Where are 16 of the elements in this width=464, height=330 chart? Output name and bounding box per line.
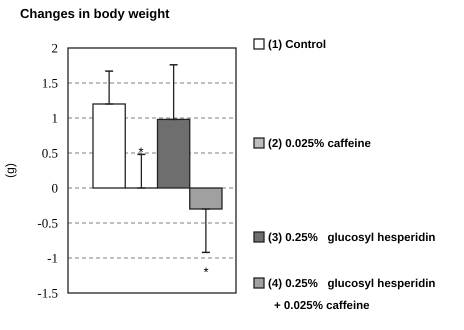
legend-label: (3) 0.25% glucosyl hesperidin bbox=[268, 232, 436, 244]
y-tick-label: -1.5 bbox=[37, 286, 58, 301]
y-tick-label: 1 bbox=[52, 110, 58, 126]
y-tick-label: 0 bbox=[52, 180, 58, 196]
y-tick-label: -0.5 bbox=[37, 216, 58, 231]
legend-label: (4) 0.25% glucosyl hesperidin + 0.025% caffeine bbox=[268, 278, 436, 312]
y-axis-title: (g) bbox=[3, 163, 17, 178]
y-tick-label: 0.5 bbox=[42, 146, 58, 161]
y-tick-label: -1 bbox=[47, 250, 58, 266]
chart-title: Changes in body weight bbox=[20, 6, 170, 21]
legend-label: (2) 0.025% caffeine bbox=[268, 138, 371, 150]
annotation: * bbox=[138, 144, 144, 160]
y-tick-label: 2 bbox=[52, 40, 58, 56]
legend-label: (1) Control bbox=[268, 39, 326, 52]
annotation: * bbox=[203, 264, 209, 280]
y-tick-label: 1.5 bbox=[42, 76, 58, 91]
